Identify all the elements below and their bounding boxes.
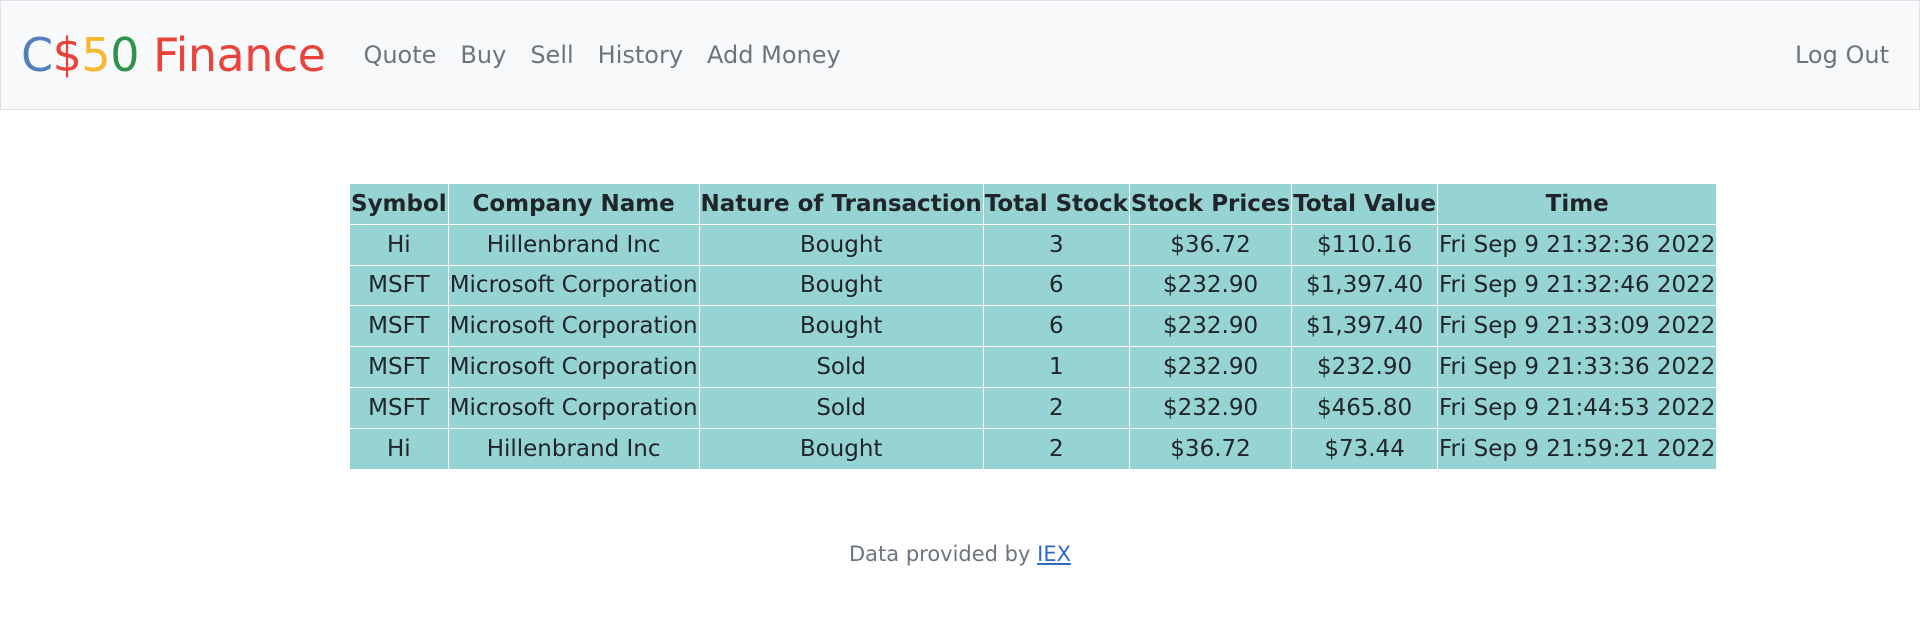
table-row: MSFT Microsoft Corporation Bought 6 $232… (349, 264, 1718, 307)
footer: Data provided by IEX (0, 542, 1920, 566)
cell-company-name: Microsoft Corporation (447, 346, 700, 388)
cell-total-value: $1,397.40 (1291, 305, 1438, 348)
cell-time: Fri Sep 9 21:59:21 2022 (1436, 427, 1718, 470)
cell-total-stock: 2 (982, 427, 1130, 470)
nav-sell[interactable]: Sell (530, 41, 574, 69)
brand-word-finance: Finance (152, 28, 326, 82)
header-total-value: Total Value (1291, 183, 1438, 225)
header-symbol: Symbol (349, 183, 449, 225)
cell-total-value: $1,397.40 (1291, 264, 1438, 307)
cell-transaction: Sold (698, 386, 984, 429)
cell-total-stock: 1 (982, 346, 1130, 388)
cell-symbol: MSFT (349, 346, 449, 388)
cell-time: Fri Sep 9 21:33:36 2022 (1436, 346, 1718, 388)
cell-company-name: Hillenbrand Inc (447, 223, 700, 266)
cell-time: Fri Sep 9 21:33:09 2022 (1436, 305, 1718, 348)
brand-logo[interactable]: C $ 5 0 Finance (21, 28, 326, 82)
header-stock-prices: Stock Prices (1128, 183, 1293, 225)
cell-total-stock: 6 (982, 305, 1130, 348)
cell-stock-price: $232.90 (1128, 305, 1293, 348)
table-row: Hi Hillenbrand Inc Bought 2 $36.72 $73.4… (349, 427, 1718, 470)
brand-letter-five: 5 (81, 28, 111, 82)
table-row: MSFT Microsoft Corporation Sold 2 $232.9… (349, 386, 1718, 429)
brand-letter-dollar: $ (52, 28, 82, 82)
cell-company-name: Hillenbrand Inc (447, 427, 700, 470)
cell-transaction: Bought (698, 427, 984, 470)
cell-stock-price: $36.72 (1128, 427, 1293, 470)
cell-total-value: $465.80 (1291, 386, 1438, 429)
nav-add-money[interactable]: Add Money (707, 41, 841, 69)
nav-quote[interactable]: Quote (363, 41, 437, 69)
table-header-row: Symbol Company Name Nature of Transactio… (349, 183, 1718, 225)
header-company-name: Company Name (447, 183, 700, 225)
brand-letter-zero: 0 (110, 28, 139, 82)
cell-company-name: Microsoft Corporation (447, 386, 700, 429)
cell-total-stock: 3 (982, 223, 1130, 266)
cell-total-value: $73.44 (1291, 427, 1438, 470)
table-row: Hi Hillenbrand Inc Bought 3 $36.72 $110.… (349, 223, 1718, 266)
cell-stock-price: $232.90 (1128, 346, 1293, 388)
header-nature-of-transaction: Nature of Transaction (698, 183, 984, 225)
cell-company-name: Microsoft Corporation (447, 305, 700, 348)
cell-symbol: Hi (349, 427, 449, 470)
nav-history[interactable]: History (597, 41, 684, 69)
cell-total-stock: 2 (982, 386, 1130, 429)
cell-time: Fri Sep 9 21:32:36 2022 (1436, 223, 1718, 266)
table-row: MSFT Microsoft Corporation Bought 6 $232… (349, 305, 1718, 348)
cell-symbol: MSFT (349, 386, 449, 429)
cell-transaction: Bought (698, 223, 984, 266)
cell-total-value: $110.16 (1291, 223, 1438, 266)
cell-symbol: MSFT (349, 305, 449, 348)
brand-letter-c: C (21, 28, 53, 82)
cell-company-name: Microsoft Corporation (447, 264, 700, 307)
cell-stock-price: $232.90 (1128, 386, 1293, 429)
navbar: C $ 5 0 Finance Quote Buy Sell History A… (0, 0, 1920, 110)
nav-links: Quote Buy Sell History Add Money (351, 43, 852, 67)
header-total-stock: Total Stock (982, 183, 1130, 225)
cell-transaction: Bought (698, 264, 984, 307)
history-table-container: Symbol Company Name Nature of Transactio… (349, 183, 1718, 470)
cell-symbol: MSFT (349, 264, 449, 307)
iex-link[interactable]: IEX (1037, 542, 1071, 566)
cell-time: Fri Sep 9 21:44:53 2022 (1436, 386, 1718, 429)
footer-text: Data provided by (849, 542, 1038, 566)
cell-transaction: Bought (698, 305, 984, 348)
cell-time: Fri Sep 9 21:32:46 2022 (1436, 264, 1718, 307)
cell-symbol: Hi (349, 223, 449, 266)
table-row: MSFT Microsoft Corporation Sold 1 $232.9… (349, 346, 1718, 388)
history-table: Symbol Company Name Nature of Transactio… (349, 183, 1718, 470)
header-time: Time (1436, 183, 1718, 225)
cell-total-stock: 6 (982, 264, 1130, 307)
cell-stock-price: $36.72 (1128, 223, 1293, 266)
cell-total-value: $232.90 (1291, 346, 1438, 388)
cell-stock-price: $232.90 (1128, 264, 1293, 307)
cell-transaction: Sold (698, 346, 984, 388)
nav-buy[interactable]: Buy (460, 41, 507, 69)
logout-link[interactable]: Log Out (1794, 41, 1889, 69)
